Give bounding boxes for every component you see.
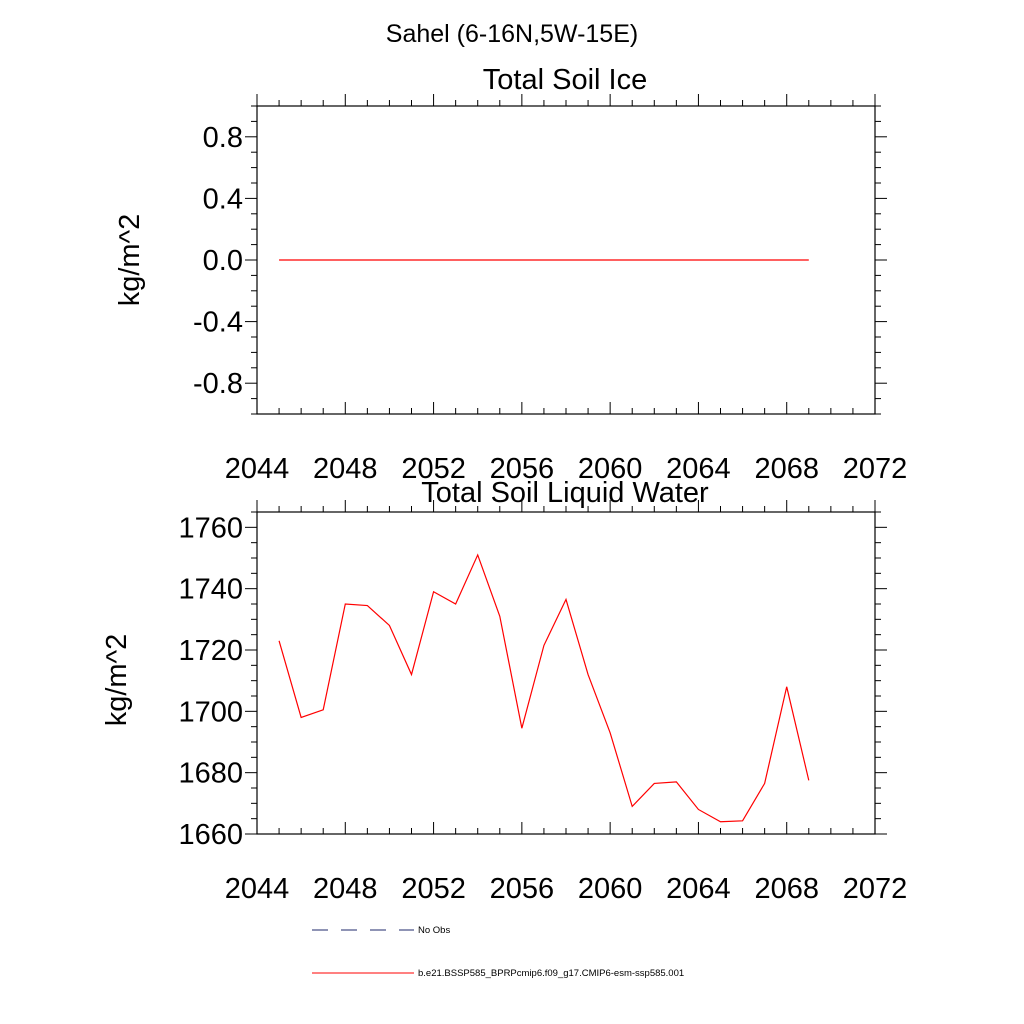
- soil-liquid-y-tick-label: 1720: [178, 635, 243, 667]
- soil-ice-x-tick-label: 2056: [490, 453, 555, 485]
- soil-liquid-x-tick-label: 2052: [401, 873, 466, 905]
- soil-liquid-panel: Total Soil Liquid Water kg/m^2 2044 2048 2…: [101, 477, 907, 905]
- legend: No Obs b.e21.BSSP585_BPRPcmip6.f09_g17.C…: [312, 925, 684, 979]
- soil-ice-x-tick-labels: 2044 2048 2052 2056 2060 2064 2068 2072: [225, 453, 908, 485]
- soil-liquid-series-line: [278, 553, 810, 823]
- soil-ice-y-tick-label: 0.4: [203, 183, 243, 215]
- soil-liquid-x-tick-labels: 2044 2048 2052 2056 2060 2064 2068 2072: [225, 873, 908, 905]
- soil-ice-x-tick-label: 2072: [843, 453, 908, 485]
- soil-liquid-y-tick-label: 1680: [178, 758, 243, 790]
- soil-ice-x-tick-label: 2064: [666, 453, 731, 485]
- soil-ice-title: Total Soil Ice: [483, 64, 647, 96]
- soil-ice-y-axis-label: kg/m^2: [114, 214, 146, 307]
- soil-liquid-x-tick-label: 2064: [666, 873, 731, 905]
- soil-liquid-y-tick-labels: 1760 1740 1720 1700 1680 1660: [178, 512, 243, 851]
- soil-ice-x-tick-label: 2068: [754, 453, 819, 485]
- soil-liquid-plot-frame: [256, 511, 876, 835]
- soil-ice-y-tick-label: 0.0: [203, 245, 243, 277]
- legend-item-no-obs: No Obs: [312, 925, 450, 936]
- soil-ice-x-tick-label: 2048: [313, 453, 378, 485]
- soil-ice-y-tick-label: 0.8: [203, 122, 243, 154]
- soil-ice-y-tick-label: -0.4: [193, 307, 243, 339]
- soil-liquid-x-tick-label: 2072: [843, 873, 908, 905]
- soil-liquid-x-tick-label: 2048: [313, 873, 378, 905]
- soil-ice-x-tick-label: 2044: [225, 453, 290, 485]
- soil-ice-x-tick-label: 2052: [401, 453, 466, 485]
- soil-ice-y-tick-label: -0.8: [193, 368, 243, 400]
- soil-ice-axis-ticks: [245, 94, 887, 415]
- soil-liquid-y-tick-label: 1700: [178, 696, 243, 728]
- soil-ice-y-tick-labels: 0.8 0.4 0.0 -0.4 -0.8: [193, 122, 243, 400]
- soil-liquid-x-tick-label: 2060: [578, 873, 643, 905]
- soil-ice-x-tick-label: 2060: [578, 453, 643, 485]
- soil-liquid-x-tick-label: 2044: [225, 873, 290, 905]
- soil-liquid-axis-ticks: [245, 500, 887, 835]
- legend-label-model-run: b.e21.BSSP585_BPRPcmip6.f09_g17.CMIP6-es…: [418, 968, 684, 979]
- soil-liquid-title: Total Soil Liquid Water: [421, 477, 709, 509]
- soil-liquid-series: [278, 553, 810, 823]
- soil-liquid-x-tick-label: 2056: [490, 873, 555, 905]
- soil-liquid-y-axis-label: kg/m^2: [101, 634, 133, 727]
- soil-liquid-y-tick-label: 1660: [178, 819, 243, 851]
- soil-liquid-x-tick-label: 2068: [754, 873, 819, 905]
- legend-label-no-obs: No Obs: [418, 925, 450, 936]
- soil-liquid-y-tick-label: 1760: [178, 512, 243, 544]
- soil-ice-plot-frame: [256, 105, 876, 415]
- legend-item-model-run: b.e21.BSSP585_BPRPcmip6.f09_g17.CMIP6-es…: [312, 968, 684, 979]
- soil-liquid-y-tick-label: 1740: [178, 574, 243, 606]
- figure-suptitle: Sahel (6-16N,5W-15E): [386, 20, 638, 48]
- soil-ice-panel: Total Soil Ice kg/m^2 2044 2048 2052 2056 20…: [114, 64, 907, 485]
